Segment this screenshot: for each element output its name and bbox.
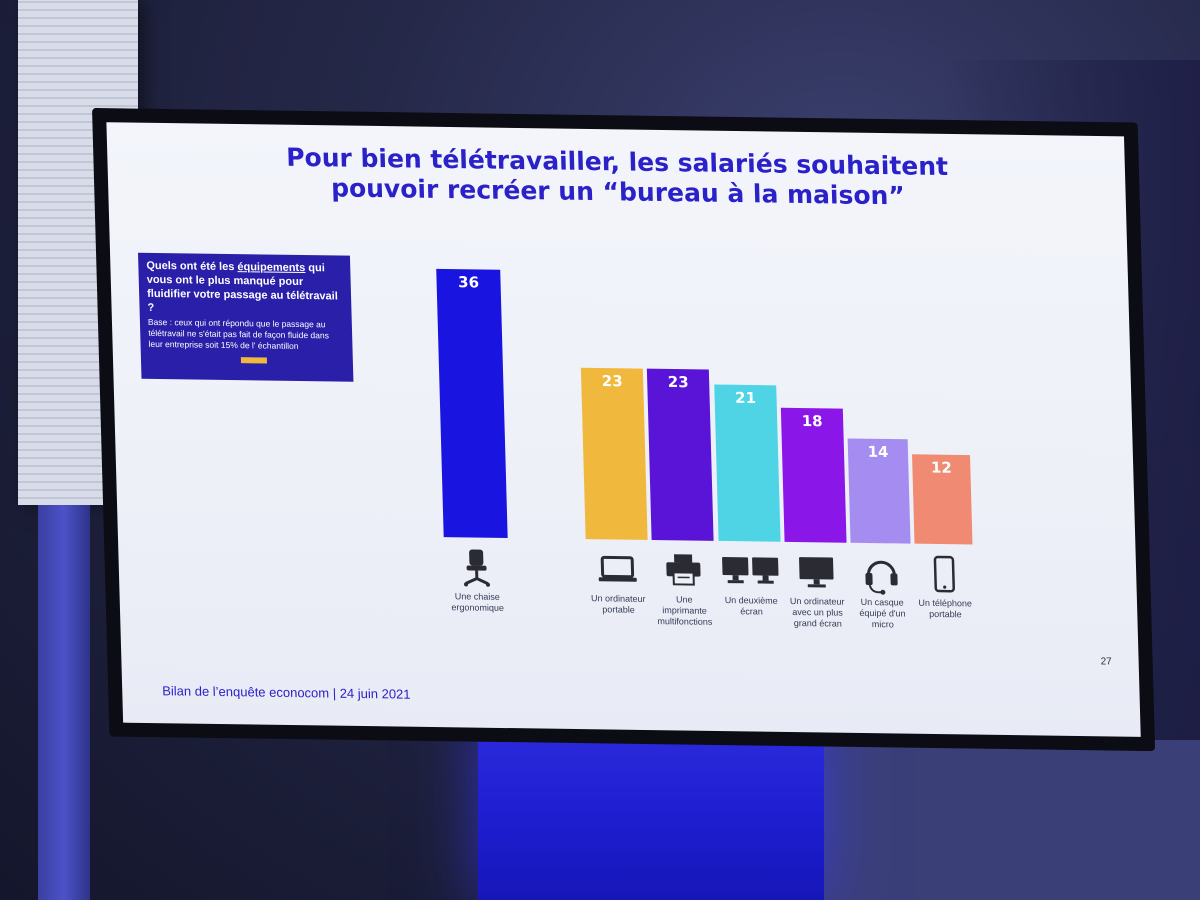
category-label-1: Une chaiseergonomique	[451, 591, 504, 613]
speaker-pole	[38, 505, 90, 900]
presentation-slide: Pour bien télétravailler, les salariés s…	[106, 122, 1141, 737]
desktop-monitor-icon	[799, 557, 834, 588]
value-label-1: 36	[458, 273, 479, 291]
printer-icon	[666, 554, 701, 586]
bar-4	[714, 384, 781, 542]
category-label-6: Un casqueéquipé d'unmicro	[859, 597, 906, 630]
value-label-3: 23	[668, 373, 689, 391]
bar-3	[646, 368, 714, 541]
value-label-4: 21	[735, 389, 756, 407]
page-number: 27	[1100, 656, 1112, 668]
category-label-7: Un téléphoneportable	[918, 598, 972, 620]
floor-area	[824, 740, 1200, 900]
office-chair-icon	[464, 549, 491, 587]
value-label-7: 12	[931, 459, 952, 477]
bar-6	[847, 438, 911, 544]
bar-7	[912, 454, 973, 545]
category-label-2: Un ordinateurportable	[591, 593, 646, 615]
category-label-4: Un deuxièmeécran	[725, 595, 779, 617]
category-label-5: Un ordinateuravec un plusgrand écran	[790, 596, 845, 629]
dual-monitor-icon	[722, 556, 779, 584]
headset-icon	[865, 560, 898, 595]
bar-2	[580, 367, 648, 540]
value-label-5: 18	[802, 412, 823, 430]
laptop-icon	[598, 555, 637, 582]
smartphone-icon	[933, 555, 955, 593]
value-label-6: 14	[867, 443, 888, 461]
bar-1	[436, 268, 508, 538]
value-label-2: 23	[602, 372, 623, 390]
bar-chart: 36 Une chaiseergonomique 23 Un ordinateurpo…	[436, 268, 973, 630]
bar-5	[780, 407, 847, 543]
category-label-3: Uneimprimantemultifonctions	[657, 594, 713, 627]
display-screen: Pour bien télétravailler, les salariés s…	[92, 108, 1156, 752]
